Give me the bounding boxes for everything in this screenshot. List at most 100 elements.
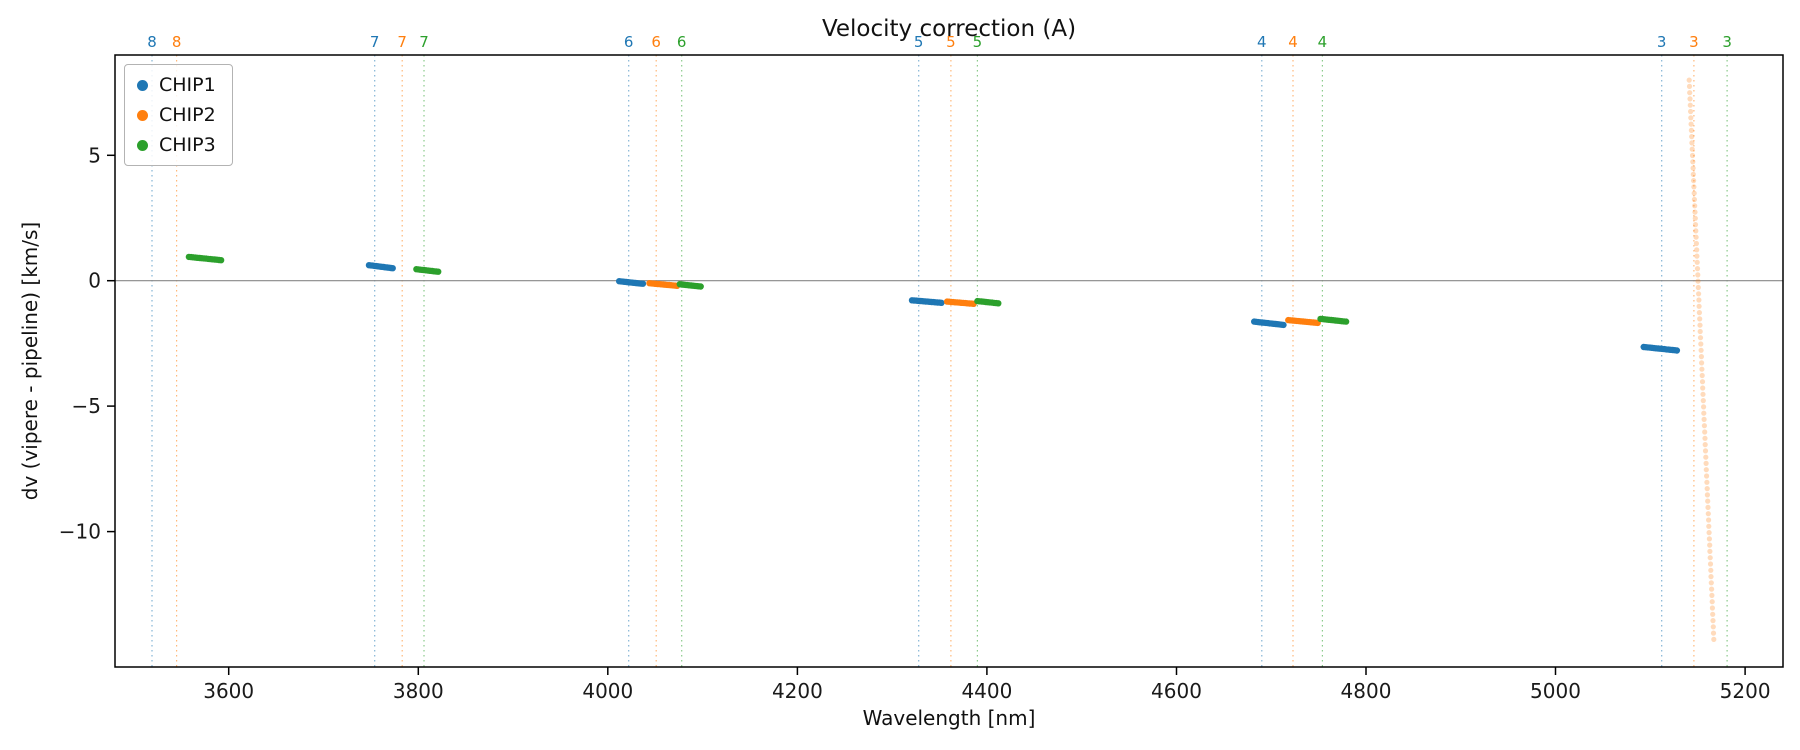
order-label: 4 xyxy=(1318,33,1328,51)
data-point xyxy=(1673,347,1681,354)
trail-point xyxy=(1710,624,1716,630)
order-label: 7 xyxy=(419,33,429,51)
trail-point xyxy=(1699,372,1705,379)
x-tick-label: 5000 xyxy=(1530,679,1581,703)
order-label: 8 xyxy=(172,33,182,51)
trail-point xyxy=(1702,442,1708,448)
y-tick-label: −10 xyxy=(59,520,101,544)
data-point xyxy=(1342,318,1350,325)
legend-item-chip1: CHIP1 xyxy=(137,74,216,96)
order-label: 5 xyxy=(946,33,956,51)
trail-point xyxy=(1710,618,1716,624)
trail-point xyxy=(1692,203,1698,209)
trail-point xyxy=(1710,611,1716,617)
trail-point xyxy=(1707,542,1713,548)
legend-label-chip3: CHIP3 xyxy=(159,134,216,156)
trail-point xyxy=(1706,517,1712,523)
trail-point xyxy=(1688,115,1694,121)
trail-point xyxy=(1689,152,1696,159)
trail-point xyxy=(1694,266,1701,272)
trail-point xyxy=(1701,423,1707,429)
legend-item-chip2: CHIP2 xyxy=(137,104,216,126)
trail-point xyxy=(1697,328,1703,335)
y-tick-label: 0 xyxy=(88,269,101,293)
legend-label-chip1: CHIP1 xyxy=(159,74,216,96)
trail-point xyxy=(1706,530,1712,536)
trail-point xyxy=(1698,354,1704,360)
trail-point xyxy=(1700,391,1706,397)
trail-point xyxy=(1696,297,1702,303)
order-label: 3 xyxy=(1689,33,1699,51)
data-point xyxy=(389,265,396,272)
trail-point xyxy=(1697,322,1703,328)
trail-point xyxy=(1691,196,1697,203)
order-label: 6 xyxy=(677,33,687,51)
x-tick-label: 3600 xyxy=(203,679,254,703)
trail-point xyxy=(1693,240,1699,247)
legend-label-chip2: CHIP2 xyxy=(159,104,216,126)
data-point xyxy=(995,300,1002,307)
legend-marker-chip1 xyxy=(137,79,148,91)
trail-point xyxy=(1703,467,1709,473)
legend-marker-chip2 xyxy=(137,109,148,121)
trail-point xyxy=(1709,605,1715,611)
trail-point xyxy=(1687,90,1693,96)
trail-point xyxy=(1688,121,1694,127)
trail-point xyxy=(1703,454,1709,460)
trail-point xyxy=(1687,96,1693,102)
trail-point xyxy=(1686,77,1692,83)
trail-point xyxy=(1696,310,1702,316)
trail-point xyxy=(1703,460,1709,466)
data-point xyxy=(697,283,704,290)
data-point xyxy=(217,257,225,264)
trail-point xyxy=(1704,492,1710,498)
order-label: 6 xyxy=(624,33,634,51)
trail-point xyxy=(1698,341,1704,347)
legend-item-chip3: CHIP3 xyxy=(137,134,216,156)
trail-point xyxy=(1704,479,1710,485)
x-tick-label: 4000 xyxy=(582,679,633,703)
order-label: 6 xyxy=(651,33,661,51)
data-point xyxy=(1280,321,1287,329)
trail-point xyxy=(1691,178,1697,184)
trail-point xyxy=(1686,83,1693,89)
trail-point xyxy=(1694,247,1700,253)
axes-frame xyxy=(114,54,1784,668)
trail-point xyxy=(1707,548,1713,555)
order-label: 7 xyxy=(397,33,407,51)
order-label: 7 xyxy=(370,33,380,51)
trail-point xyxy=(1688,127,1694,133)
trail-point xyxy=(1694,253,1700,259)
trail-point xyxy=(1709,586,1715,592)
trail-point xyxy=(1706,536,1712,542)
trail-point xyxy=(1701,410,1707,416)
trail-point xyxy=(1687,102,1693,108)
trail-point xyxy=(1692,222,1699,228)
trail-point xyxy=(1691,190,1697,196)
trail-point xyxy=(1704,486,1710,492)
trail-point xyxy=(1692,215,1698,221)
trail-point xyxy=(1693,228,1699,234)
trail-point xyxy=(1700,398,1706,404)
legend-marker-chip3 xyxy=(137,139,148,151)
data-point xyxy=(639,280,647,287)
x-tick-label: 4800 xyxy=(1341,679,1392,703)
trail-point xyxy=(1711,636,1717,643)
x-axis-label: Wavelength [nm] xyxy=(862,706,1036,730)
order-label: 3 xyxy=(1657,33,1667,51)
trail-point xyxy=(1689,134,1695,140)
trail-point xyxy=(1710,630,1717,636)
trail-point xyxy=(1707,561,1714,567)
trail-point xyxy=(1696,303,1702,309)
order-label: 4 xyxy=(1257,33,1267,51)
x-tick-label: 4400 xyxy=(961,679,1012,703)
order-label: 4 xyxy=(1288,33,1298,51)
trail-point xyxy=(1691,184,1697,190)
trail-point xyxy=(1695,284,1701,291)
x-tick-label: 3800 xyxy=(393,679,444,703)
trail-point xyxy=(1705,504,1711,510)
order-label: 5 xyxy=(973,33,983,51)
trail-point xyxy=(1699,360,1705,366)
trail-point xyxy=(1697,316,1703,322)
